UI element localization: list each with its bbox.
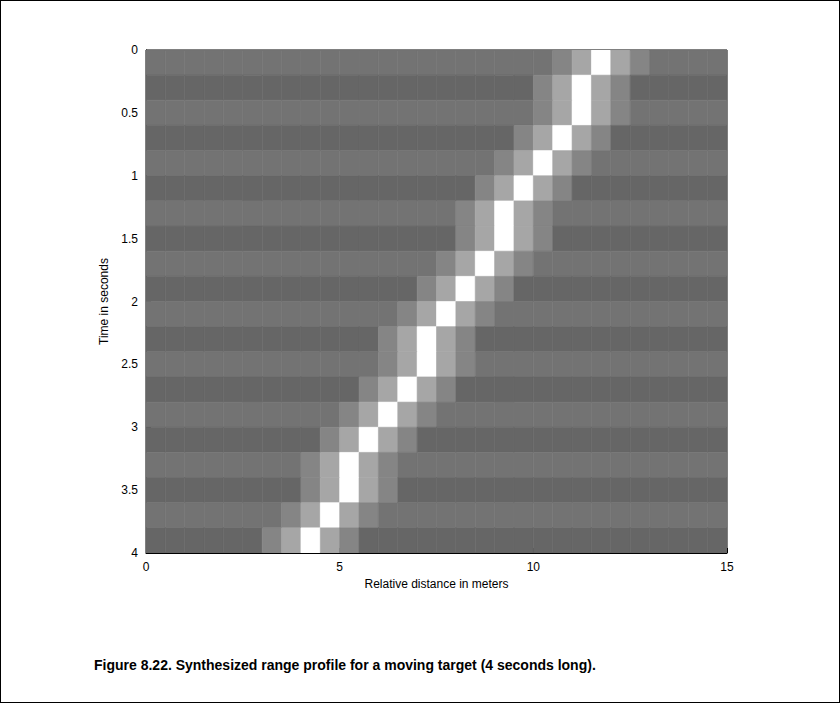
svg-text:2.5: 2.5 [121, 357, 138, 371]
svg-text:0: 0 [143, 560, 150, 574]
svg-text:3: 3 [131, 420, 138, 434]
svg-text:3.5: 3.5 [121, 483, 138, 497]
svg-text:Relative distance in meters: Relative distance in meters [364, 577, 508, 591]
svg-text:15: 15 [720, 560, 734, 574]
svg-text:5: 5 [336, 560, 343, 574]
svg-text:Figure 8.22. Synthesized range: Figure 8.22. Synthesized range profile f… [94, 657, 596, 673]
svg-text:2: 2 [131, 295, 138, 309]
svg-text:10: 10 [527, 560, 541, 574]
svg-text:4: 4 [131, 546, 138, 560]
svg-text:1: 1 [131, 169, 138, 183]
svg-text:1.5: 1.5 [121, 232, 138, 246]
svg-text:0: 0 [131, 43, 138, 57]
svg-text:Time in seconds: Time in seconds [97, 258, 111, 345]
svg-text:0.5: 0.5 [121, 106, 138, 120]
